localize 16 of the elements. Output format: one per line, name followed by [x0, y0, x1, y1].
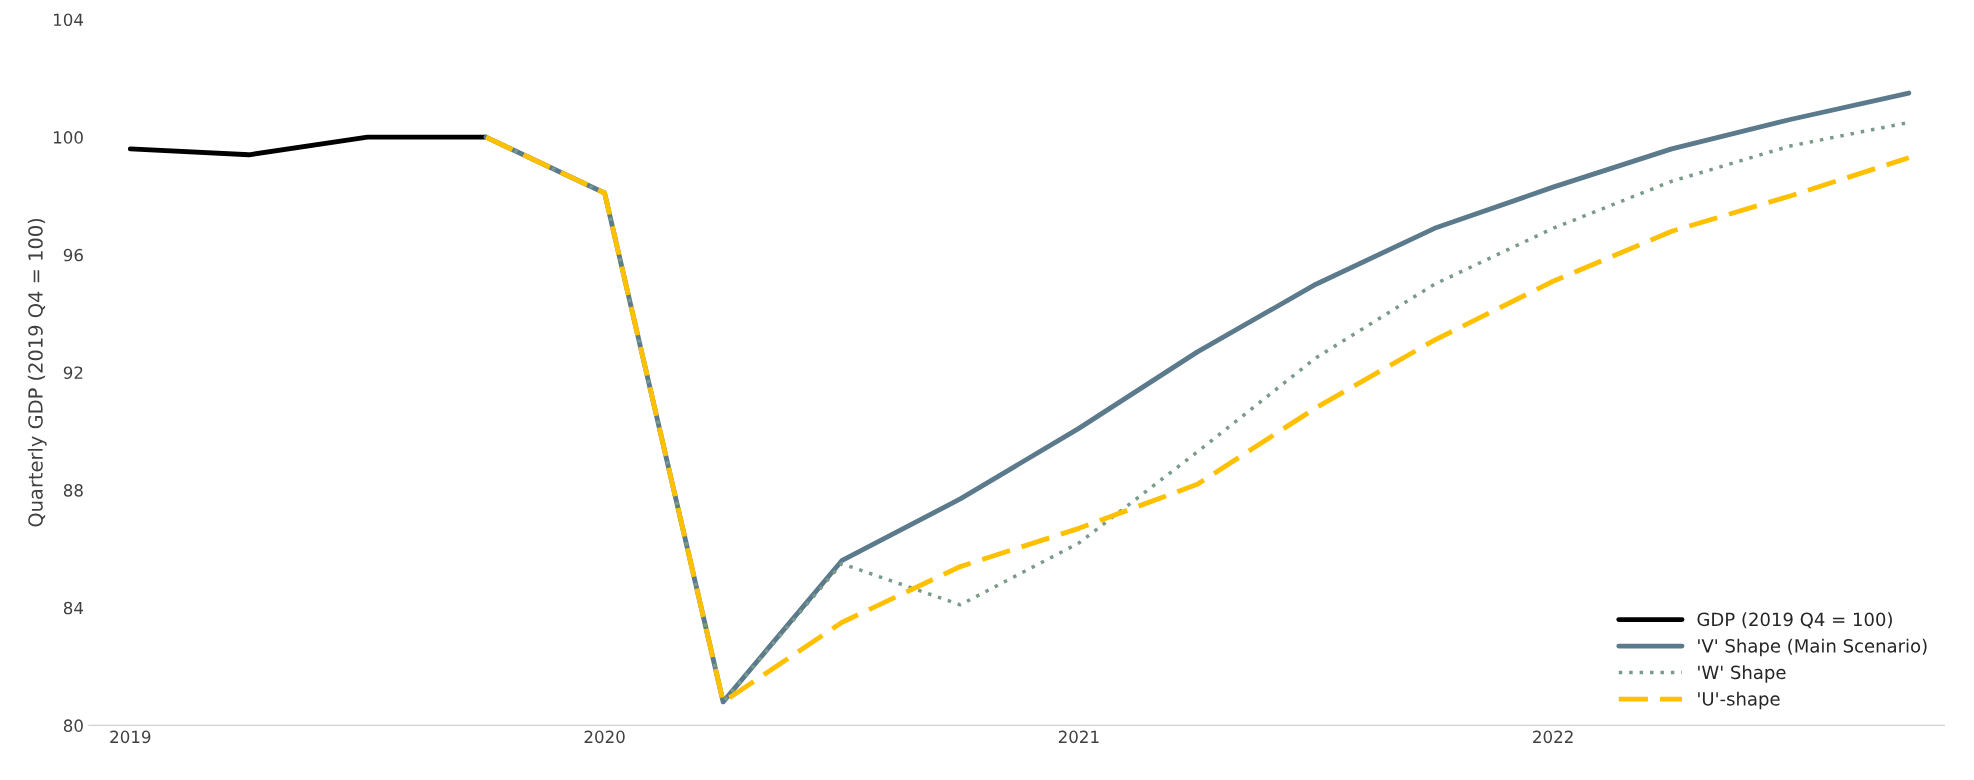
y-tick-label: 100	[53, 131, 83, 144]
legend-label: 'U'-shape	[1698, 691, 1780, 710]
y-tick-label: 88	[63, 484, 83, 497]
y-tick-label: 96	[63, 248, 83, 262]
y-tick-label: 84	[63, 601, 84, 615]
legend-label: GDP (2019 Q4 = 100)	[1697, 612, 1892, 629]
x-tick-label: 2021	[1058, 730, 1099, 744]
y-tick-label: 104	[53, 13, 84, 27]
y-axis-title: Quarterly GDP (2019 Q4 = 100)	[27, 218, 47, 527]
x-tick-label: 2019	[110, 730, 151, 744]
x-tick-label: 2020	[584, 730, 625, 744]
y-tick-label: 80	[63, 719, 83, 732]
legend-label: 'W' Shape	[1698, 665, 1786, 683]
x-tick-label: 2022	[1533, 730, 1573, 744]
y-tick-label: 92	[63, 366, 83, 380]
legend-label: 'V' Shape (Main Scenario)	[1698, 638, 1927, 657]
